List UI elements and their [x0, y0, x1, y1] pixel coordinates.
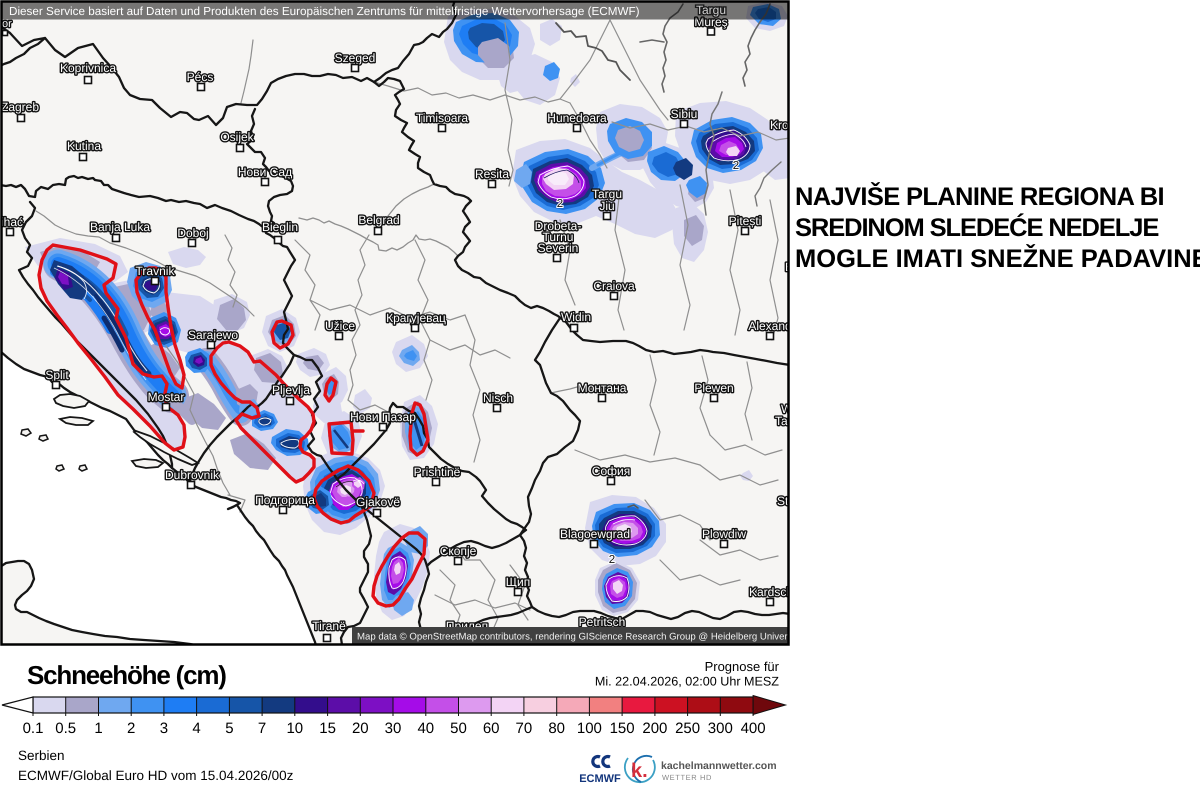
svg-text:4: 4	[192, 720, 200, 737]
svg-text:ECMWF: ECMWF	[579, 773, 621, 785]
svg-text:Blagoewgrad: Blagoewgrad	[560, 527, 630, 541]
svg-text:Drobeta-: Drobeta-	[535, 219, 582, 233]
svg-text:Stara: Stara	[777, 494, 806, 508]
svg-text:Koprivnica: Koprivnica	[60, 61, 116, 75]
svg-text:300: 300	[708, 720, 733, 737]
svg-text:Крагујевац: Крагујевац	[386, 311, 446, 325]
svg-text:Prognose für: Prognose für	[705, 659, 780, 674]
svg-text:Нови Сад: Нови Сад	[238, 165, 292, 179]
svg-text:Tiranë: Tiranë	[312, 619, 346, 633]
svg-text:Sibiu: Sibiu	[671, 107, 698, 121]
svg-text:Craiova: Craiova	[593, 279, 635, 293]
svg-text:W.: W.	[781, 402, 795, 416]
svg-text:SREDINOM SLEDEĆE NEDELJE: SREDINOM SLEDEĆE NEDELJE	[795, 213, 1159, 242]
svg-text:Schneehöhe (cm): Schneehöhe (cm)	[27, 660, 226, 690]
svg-text:Nisch: Nisch	[483, 391, 513, 405]
svg-text:Serbien: Serbien	[18, 748, 65, 763]
svg-text:Gjakovë: Gjakovë	[356, 495, 400, 509]
svg-text:or: or	[2, 18, 12, 30]
svg-text:5: 5	[225, 720, 233, 737]
svg-text:kachelmannwetter.com: kachelmannwetter.com	[661, 760, 777, 772]
svg-text:Нови Пазар: Нови Пазар	[350, 410, 416, 424]
svg-text:250: 250	[675, 720, 700, 737]
svg-text:2: 2	[609, 554, 615, 566]
svg-text:Timisoara: Timisoara	[416, 111, 469, 125]
svg-text:Hunedoara: Hunedoara	[547, 111, 607, 125]
svg-text:Widin: Widin	[561, 310, 591, 324]
svg-text:Turnu: Turnu	[543, 230, 574, 244]
svg-text:ihać: ihać	[1, 215, 23, 229]
svg-text:Doboj: Doboj	[177, 226, 208, 240]
svg-text:Split: Split	[45, 368, 69, 382]
svg-text:0.5: 0.5	[55, 720, 76, 737]
svg-text:Severin: Severin	[538, 241, 579, 255]
svg-text:Dieser Service basiert auf Dat: Dieser Service basiert auf Daten und Pro…	[9, 5, 640, 18]
svg-text:Pljevlja: Pljevlja	[272, 383, 310, 397]
svg-text:Sarajewo: Sarajewo	[188, 328, 238, 342]
svg-text:150: 150	[610, 720, 635, 737]
svg-text:Подгорица: Подгорица	[255, 493, 315, 507]
svg-text:София: София	[592, 464, 630, 478]
svg-text:Prishtinë: Prishtinë	[414, 465, 461, 479]
svg-text:Banja Luka: Banja Luka	[90, 220, 150, 234]
svg-text:2: 2	[127, 720, 135, 737]
svg-text:Zagreb: Zagreb	[1, 100, 39, 114]
svg-text:Bieglin: Bieglin	[262, 220, 298, 234]
svg-text:2: 2	[557, 198, 563, 210]
svg-text:Mi. 22.04.2026, 02:00 Uhr MESZ: Mi. 22.04.2026, 02:00 Uhr MESZ	[595, 675, 779, 689]
svg-text:80: 80	[548, 720, 565, 737]
svg-text:10: 10	[286, 720, 303, 737]
svg-text:Mostar: Mostar	[148, 390, 185, 404]
svg-text:Скопје: Скопје	[440, 544, 477, 558]
svg-text:Pécs: Pécs	[187, 70, 214, 84]
svg-text:400: 400	[741, 720, 766, 737]
svg-text:Resita: Resita	[475, 167, 509, 181]
svg-text:Plowdiw: Plowdiw	[702, 527, 746, 541]
svg-text:Kutina: Kutina	[67, 139, 101, 153]
svg-text:0.1: 0.1	[23, 720, 44, 737]
svg-text:k.: k.	[631, 760, 648, 782]
svg-text:Jiu: Jiu	[599, 199, 614, 213]
svg-text:Dubrovnik: Dubrovnik	[165, 468, 220, 482]
svg-text:WETTER HD: WETTER HD	[662, 773, 712, 782]
svg-text:ECMWF/Global Euro HD vom 15.0: ECMWF/Global Euro HD vom 15.04.2026/00z	[18, 768, 294, 783]
svg-text:NAJVIŠE PLANINE REGIONA BI: NAJVIŠE PLANINE REGIONA BI	[795, 182, 1164, 211]
svg-text:MOGLE IMATI SNEŽNE PADAVINE: MOGLE IMATI SNEŽNE PADAVINE	[795, 244, 1200, 273]
svg-text:70: 70	[516, 720, 533, 737]
svg-text:Pitești: Pitești	[729, 214, 762, 228]
svg-text:Map data © OpenStreetMap contr: Map data © OpenStreetMap contributors, r…	[357, 632, 802, 643]
svg-text:Kardsch: Kardsch	[749, 585, 793, 599]
svg-text:20: 20	[352, 720, 369, 737]
svg-text:Travnik: Travnik	[136, 264, 176, 278]
svg-text:Užice: Užice	[325, 319, 355, 333]
svg-text:Plewen: Plewen	[694, 381, 733, 395]
svg-text:Щип: Щип	[506, 575, 530, 589]
svg-text:30: 30	[385, 720, 402, 737]
svg-text:15: 15	[319, 720, 336, 737]
svg-text:100: 100	[577, 720, 602, 737]
svg-text:7: 7	[258, 720, 266, 737]
svg-text:Szeged: Szeged	[335, 51, 376, 65]
svg-text:Targu: Targu	[592, 187, 622, 201]
svg-text:3: 3	[160, 720, 168, 737]
svg-text:Alexand: Alexand	[748, 319, 791, 333]
svg-text:200: 200	[642, 720, 667, 737]
svg-text:1: 1	[94, 720, 102, 737]
svg-text:Petritsch: Petritsch	[579, 615, 626, 629]
svg-text:Kro: Kro	[770, 118, 789, 132]
svg-text:Б: Б	[785, 260, 793, 274]
svg-text:60: 60	[483, 720, 500, 737]
svg-text:2: 2	[733, 160, 739, 172]
svg-text:Osijek: Osijek	[220, 130, 254, 144]
svg-text:Belgrad: Belgrad	[358, 213, 399, 227]
svg-text:Монтана: Монтана	[578, 381, 627, 395]
svg-text:Tar: Tar	[775, 414, 792, 428]
svg-text:50: 50	[450, 720, 467, 737]
svg-text:Targu: Targu	[696, 3, 726, 17]
svg-text:40: 40	[417, 720, 434, 737]
